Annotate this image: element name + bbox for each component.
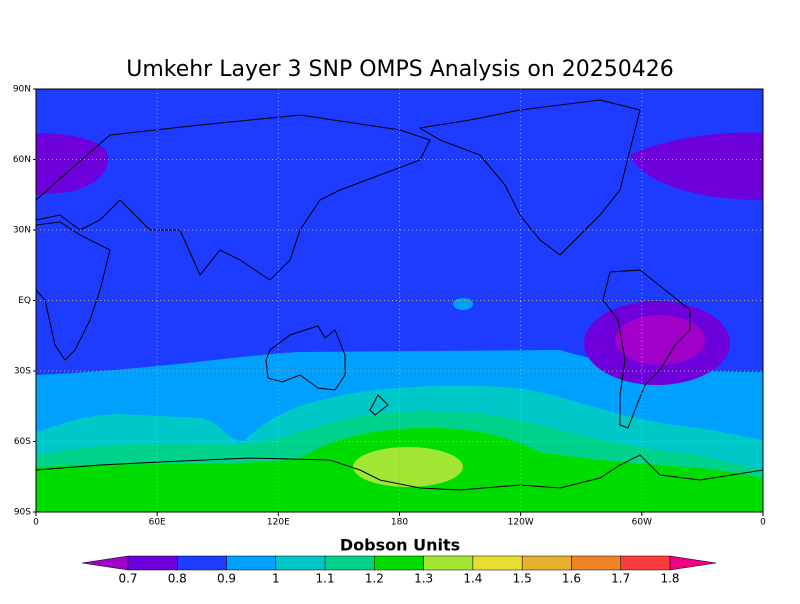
colorbar-tick-label: 1.1 [316,572,335,586]
coastline [35,114,431,281]
y-tick-label: 90N [13,85,31,95]
colorbar-box [127,555,178,571]
x-tick-label: 120E [267,518,290,528]
colorbar-box [423,555,474,571]
coastline [369,394,389,416]
coastline [602,269,691,429]
chart-title: Umkehr Layer 3 SNP OMPS Analysis on 2025… [126,57,674,82]
coastline [265,325,346,391]
colorbar-box [275,555,326,571]
colorbar-tick-label: 1.2 [365,572,384,586]
colorbar-tick-label: 0.8 [168,572,187,586]
y-tick-label: 60S [14,437,31,447]
colorbar-tick-label: 1.5 [513,572,532,586]
y-tick-label: 30S [14,367,31,377]
colorbar-box [324,555,375,571]
colorbar-tick-label: 1.8 [660,572,679,586]
coastline [35,221,111,361]
colorbar-tick-label: 0.7 [118,572,137,586]
x-tick-label: 60E [149,518,166,528]
contour-region [453,298,473,310]
coastlines [35,99,764,491]
y-tick-label: 90S [14,508,31,518]
x-tick-label: 0 [33,518,39,528]
x-tick-label: 60W [632,518,652,528]
contour-field [36,89,763,512]
contour-region [630,132,763,200]
y-tick-label: 60N [13,155,31,165]
colorbar-extend [669,555,717,571]
x-tick-label: 120W [508,518,534,528]
colorbar: 0.7 0.8 0.9 1 1.1 1.2 1.3 1.4 1.5 1.6 1.7 1.8 [81,555,717,586]
colorbar-tick-label: 1.7 [611,572,630,586]
coastline [418,99,641,256]
colorbar-tick-label: 0.9 [217,572,236,586]
coastline [35,454,764,491]
colorbar-box [571,555,621,571]
colorbar-box [472,555,523,571]
contour-region [615,315,705,365]
x-tick-label: 0 [760,518,766,528]
colorbar-tick-label: 1 [272,572,280,586]
colorbar-tick-label: 1.4 [463,572,482,586]
colorbar-extend [81,555,129,571]
contour-region [36,133,109,195]
colorbar-tick-label: 1.3 [414,572,433,586]
y-tick-label: 30N [13,226,31,236]
colorbar-box [226,555,277,571]
colorbar-box [620,555,671,571]
colorbar-label: Dobson Units [340,536,460,555]
colorbar-box [177,555,227,571]
colorbar-box [374,555,424,571]
y-tick-label: EQ [18,296,31,306]
x-tick-label: 180 [391,518,408,528]
map-frame [35,88,764,513]
contour-region [353,447,463,487]
colorbar-tick-label: 1.6 [562,572,581,586]
colorbar-box [521,555,572,571]
